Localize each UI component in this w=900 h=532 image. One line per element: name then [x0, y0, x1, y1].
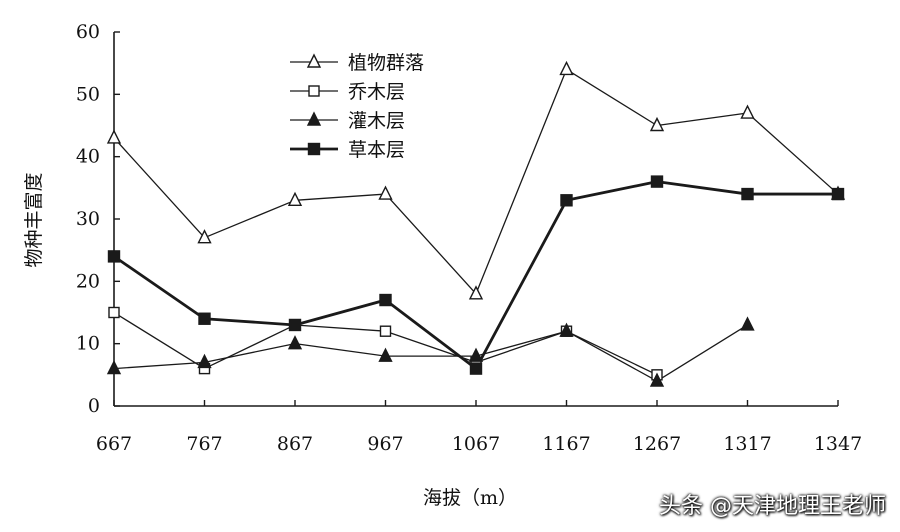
data-point: [198, 312, 211, 325]
legend-item: 草本层: [290, 139, 405, 161]
series-line: [113, 311, 658, 376]
data-point: [106, 129, 122, 144]
data-point: [306, 53, 322, 68]
x-axis-title: 海拔（m）: [423, 487, 517, 509]
x-tick-label: 1267: [633, 433, 681, 455]
series-line: [113, 68, 839, 295]
data-point: [468, 285, 484, 300]
data-point: [650, 175, 664, 188]
x-tick-label: 767: [186, 433, 222, 455]
data-point: [649, 116, 665, 132]
data-point: [106, 360, 122, 375]
data-point: [108, 306, 120, 319]
data-point: [560, 194, 573, 207]
data-point: [307, 142, 321, 156]
data-point: [379, 325, 392, 337]
data-point: [288, 318, 302, 332]
series-4-markers: [107, 175, 845, 375]
x-tick-label: 1167: [542, 433, 590, 455]
x-tick-label: 967: [367, 433, 403, 455]
series-1-markers: [106, 60, 846, 300]
watermark: 头条 @天津地理王老师: [659, 494, 886, 519]
data-point: [287, 335, 303, 350]
y-tick-label: 30: [76, 208, 100, 230]
y-tick-label: 0: [88, 395, 100, 417]
data-point: [197, 229, 212, 244]
data-point: [469, 362, 483, 375]
legend-label: 乔木层: [348, 81, 405, 103]
series-line: [113, 180, 838, 371]
data-point: [306, 111, 322, 126]
axes: 0 10 20 30 40 50 60 667 767 867 967 1067 1167 1267 131…: [76, 21, 862, 455]
series-layer: [106, 60, 846, 387]
data-point: [741, 187, 754, 201]
data-point: [740, 104, 755, 119]
legend-label: 植物群落: [348, 52, 424, 74]
series-2: [113, 311, 658, 376]
series-2-markers: [108, 306, 663, 381]
legend-item: 乔木层: [290, 81, 405, 103]
series-3: [113, 324, 748, 382]
data-point: [107, 250, 121, 263]
legend-item: 植物群落: [290, 52, 424, 74]
series-line: [113, 324, 748, 382]
data-point: [740, 316, 755, 331]
series-3-markers: [106, 316, 755, 387]
y-axis-title: 物种丰富度: [23, 172, 45, 267]
legend-label: 灌木层: [348, 110, 405, 132]
data-point: [831, 187, 845, 201]
x-tick-label: 1317: [723, 433, 771, 455]
y-tick-label: 20: [76, 270, 100, 292]
data-point: [649, 372, 665, 387]
y-tick-label: 50: [76, 83, 100, 105]
data-point: [379, 293, 392, 307]
x-tick-label: 1067: [452, 433, 500, 455]
y-tick-label: 60: [76, 21, 100, 43]
series-1: [113, 68, 839, 295]
data-point: [378, 185, 393, 200]
data-point: [287, 191, 303, 207]
x-tick-label: 667: [96, 433, 132, 455]
legend-label: 草本层: [348, 139, 405, 161]
series-4: [113, 180, 838, 371]
legend-item: 灌木层: [290, 110, 405, 132]
data-point: [559, 322, 574, 337]
data-point: [308, 85, 320, 97]
x-tick-label: 867: [277, 433, 313, 455]
x-tick-label: 1347: [814, 433, 862, 455]
data-point: [378, 347, 393, 362]
data-point: [559, 60, 574, 76]
data-point: [197, 353, 212, 369]
y-tick-label: 40: [76, 146, 100, 168]
data-point: [468, 347, 484, 362]
y-tick-label: 10: [76, 333, 100, 355]
